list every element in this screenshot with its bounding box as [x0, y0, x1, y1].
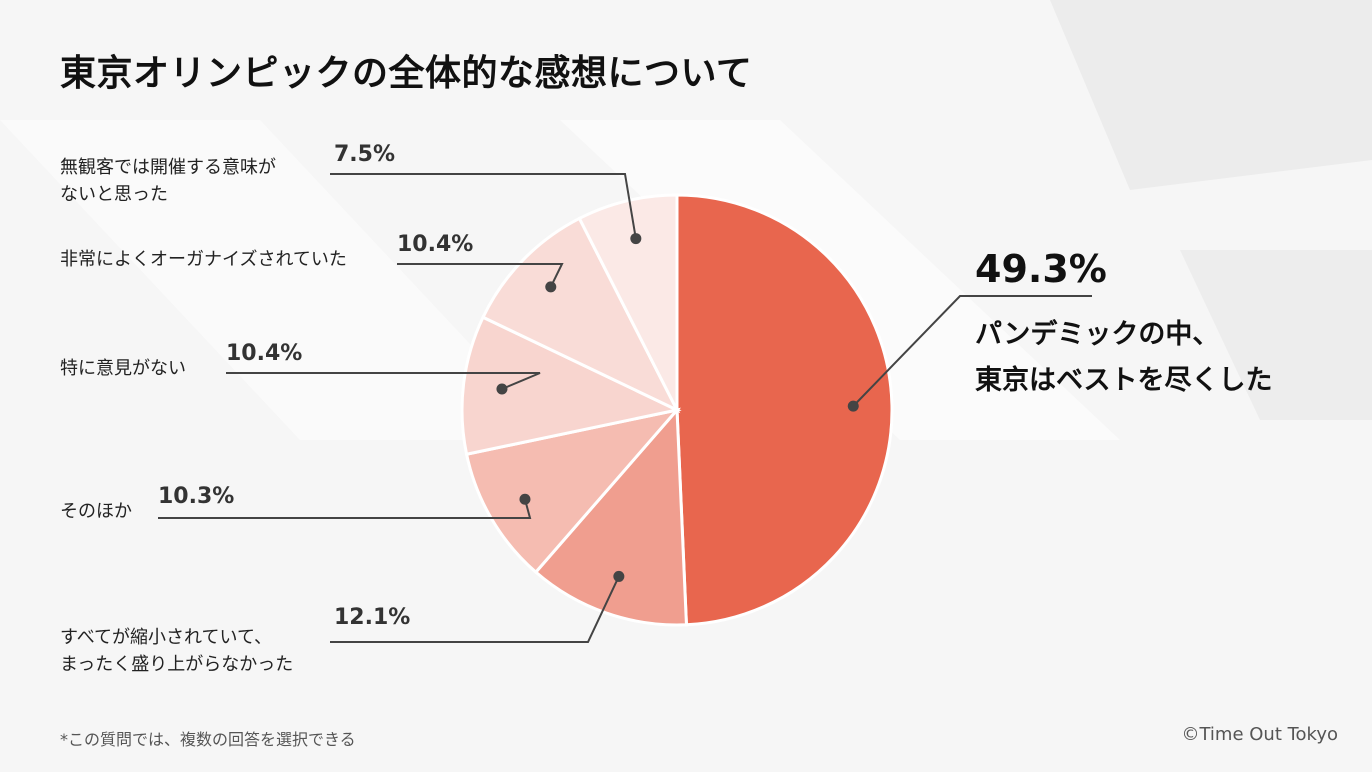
slice-4-label: 非常によくオーガナイズされていた — [60, 249, 347, 270]
slice-0-label: パンデミックの中、 東京はベストを尽くした — [975, 319, 1273, 396]
slice-4-value-label: 10.4% — [397, 232, 474, 257]
slice-5-value-label: 7.5% — [334, 142, 396, 167]
leader-line-4 — [397, 263, 564, 288]
slice-1-label: すべてが縮小されていて、 まったく盛り上がらなかった — [60, 627, 294, 675]
copyright-credit: ©Time Out Tokyo — [1181, 724, 1338, 745]
leader-line-3 — [226, 372, 541, 390]
slice-1-value-label: 12.1% — [334, 605, 411, 630]
pie-slice-1 — [533, 406, 689, 627]
slice-5-label: 無観客では開催する意味が ないと思った — [60, 157, 276, 205]
footnote: *この質問では、複数の回答を選択できる — [60, 730, 356, 749]
slice-2-value-label: 10.3% — [158, 484, 235, 509]
slice-3-value-label: 10.4% — [226, 341, 303, 366]
leader-line-2 — [158, 499, 532, 519]
leader-dot-2 — [519, 493, 531, 505]
chart-title: 東京オリンピックの全体的な感想について — [60, 53, 753, 94]
pie-slice-4 — [481, 216, 681, 414]
pie-slice-5 — [577, 193, 679, 411]
leader-line-5 — [330, 173, 637, 239]
pie-slice-3 — [460, 315, 682, 457]
leader-dot-1 — [613, 570, 625, 582]
slice-3-label: 特に意見がない — [60, 358, 186, 379]
leader-dot-3 — [496, 383, 508, 395]
leader-dot-5 — [630, 233, 642, 245]
slice-0-value-label: 49.3% — [975, 247, 1107, 291]
leader-line-0 — [852, 295, 1092, 407]
leader-dot-4 — [545, 281, 557, 293]
leader-dot-0 — [847, 400, 859, 412]
slice-2-label: そのほか — [60, 501, 132, 522]
pie-slice-0 — [675, 193, 894, 627]
leader-line-1 — [330, 576, 620, 643]
